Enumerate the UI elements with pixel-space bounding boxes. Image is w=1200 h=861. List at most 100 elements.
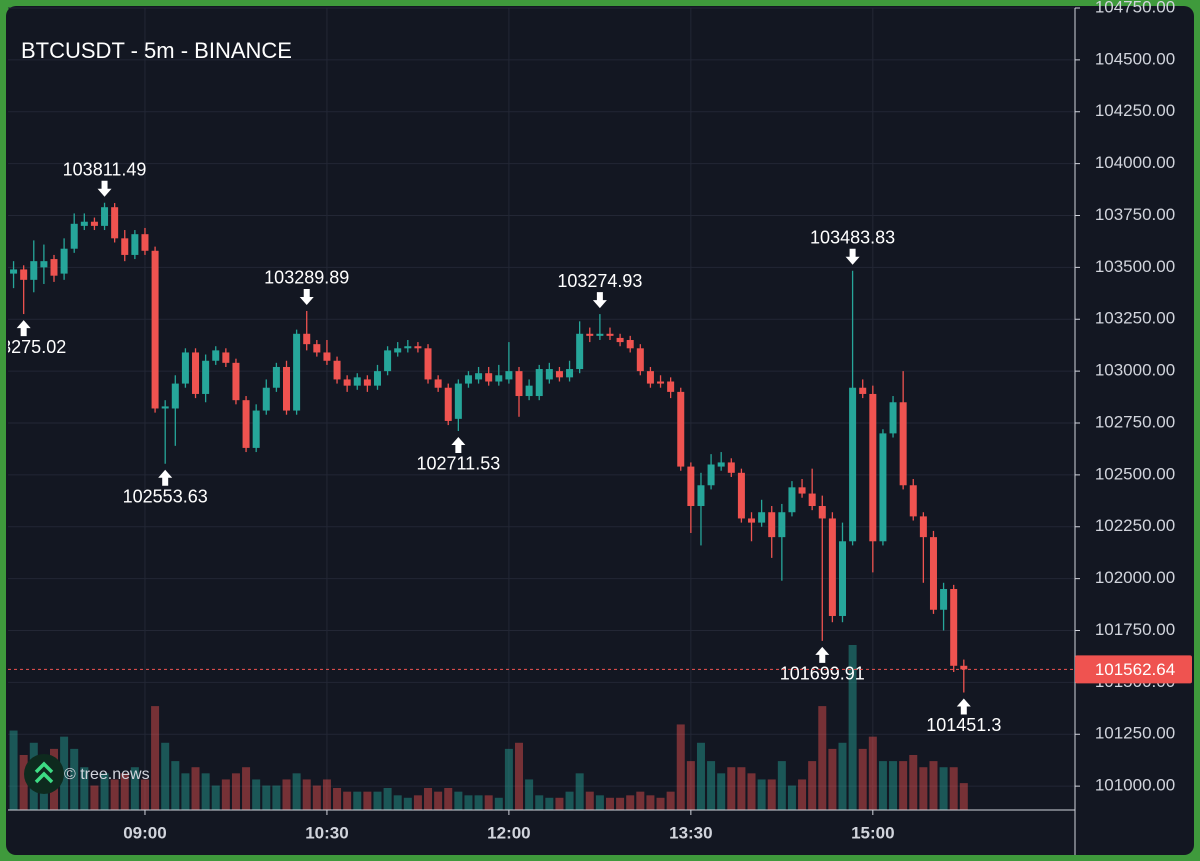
candle-body bbox=[252, 410, 260, 448]
y-tick-label: 103750.00 bbox=[1095, 205, 1175, 224]
watermark-text: © tree.news bbox=[64, 766, 150, 783]
volume-bar bbox=[474, 795, 483, 810]
y-tick-label: 102250.00 bbox=[1095, 516, 1175, 535]
volume-bar bbox=[484, 795, 493, 810]
volume-bar bbox=[525, 779, 534, 810]
candle-body bbox=[727, 462, 735, 473]
volume-bar bbox=[848, 645, 857, 810]
y-tick-label: 101250.00 bbox=[1095, 724, 1175, 743]
candle-body bbox=[424, 348, 432, 380]
volume-bar bbox=[818, 706, 827, 810]
volume-bar bbox=[686, 761, 695, 810]
candle-body bbox=[758, 512, 766, 523]
high-label: 103289.89 bbox=[264, 268, 349, 288]
last-price-box bbox=[1075, 655, 1192, 684]
candle-body bbox=[434, 379, 442, 388]
candle-body bbox=[596, 333, 604, 336]
volume-bar bbox=[140, 779, 149, 810]
low-label: 102553.63 bbox=[123, 487, 208, 507]
candle-body bbox=[869, 393, 877, 542]
volume-bar bbox=[545, 797, 554, 810]
volume-bar bbox=[373, 791, 382, 810]
candle-body bbox=[707, 464, 715, 486]
low-arrow bbox=[16, 320, 31, 337]
candle-body bbox=[940, 589, 948, 610]
y-tick-label: 102500.00 bbox=[1095, 464, 1175, 483]
candle-body bbox=[677, 391, 685, 467]
x-tick-label: 09:00 bbox=[123, 823, 166, 842]
candle-body bbox=[606, 333, 614, 336]
candle-body bbox=[737, 472, 745, 519]
volume-bar bbox=[515, 742, 524, 810]
high-label: 103811.49 bbox=[63, 159, 147, 179]
volume-bar bbox=[616, 797, 625, 810]
volume-bar bbox=[858, 748, 867, 810]
volume-bar bbox=[757, 779, 766, 810]
candle-body bbox=[626, 340, 634, 349]
candle-body bbox=[788, 487, 796, 513]
volume-bar bbox=[242, 767, 251, 810]
candle-body bbox=[475, 373, 483, 380]
volume-bar bbox=[343, 791, 352, 810]
candle-body bbox=[464, 375, 472, 384]
candle-body bbox=[505, 371, 513, 380]
volume-bar bbox=[221, 779, 230, 810]
volume-bar bbox=[353, 791, 362, 810]
candle-body bbox=[697, 485, 705, 507]
candle-body bbox=[929, 537, 937, 610]
y-tick-label: 104750.00 bbox=[1095, 0, 1175, 16]
candle-body bbox=[384, 350, 392, 372]
y-tick-label: 104250.00 bbox=[1095, 101, 1175, 120]
last-price-label: 101562.64 bbox=[1095, 660, 1175, 679]
candle-body bbox=[828, 518, 836, 616]
y-tick-label: 101750.00 bbox=[1095, 620, 1175, 639]
volume-bar bbox=[454, 791, 463, 810]
candle-body bbox=[646, 371, 654, 384]
volume-bar bbox=[798, 779, 807, 810]
candle-body bbox=[444, 387, 452, 421]
candle-body bbox=[889, 402, 897, 434]
volume-bar bbox=[130, 767, 139, 810]
candle-body bbox=[545, 369, 553, 380]
volume-bar bbox=[363, 791, 372, 810]
candle-body bbox=[161, 406, 169, 409]
volume-bar bbox=[504, 748, 513, 810]
candle-body bbox=[687, 466, 695, 507]
candle-body bbox=[838, 541, 846, 616]
volume-bar bbox=[434, 791, 443, 810]
volume-bar bbox=[80, 767, 89, 810]
y-tick-label: 103500.00 bbox=[1095, 257, 1175, 276]
candle-body bbox=[353, 377, 361, 386]
candle-body bbox=[303, 333, 311, 345]
candle-body bbox=[373, 371, 381, 386]
volume-bar bbox=[919, 767, 928, 810]
high-arrow bbox=[299, 288, 314, 305]
volume-bar bbox=[605, 797, 614, 810]
candle-body bbox=[859, 387, 867, 394]
candle-body bbox=[849, 387, 857, 542]
candle-body bbox=[70, 223, 78, 249]
volume-bar bbox=[626, 795, 635, 810]
volume-bar bbox=[70, 748, 79, 810]
volume-bar bbox=[656, 797, 665, 810]
candle-body bbox=[919, 516, 927, 538]
volume-bar bbox=[575, 773, 584, 810]
volume-bar bbox=[565, 791, 574, 810]
volume-bar bbox=[747, 773, 756, 810]
volume-bar bbox=[60, 736, 69, 810]
volume-bar bbox=[929, 761, 938, 810]
volume-bar bbox=[262, 785, 271, 810]
low-arrow bbox=[158, 469, 173, 486]
candle-body bbox=[960, 665, 968, 670]
y-tick-label: 104000.00 bbox=[1095, 153, 1175, 172]
volume-bar bbox=[909, 755, 918, 810]
candle-body bbox=[90, 221, 98, 226]
volume-bar bbox=[444, 788, 453, 810]
volume-bar bbox=[535, 795, 544, 810]
candle-body bbox=[80, 221, 88, 226]
volume-bar bbox=[302, 779, 311, 810]
volume-bar bbox=[595, 795, 604, 810]
candle-body bbox=[950, 589, 958, 666]
candle-body bbox=[20, 269, 28, 280]
low-arrow bbox=[815, 646, 830, 663]
